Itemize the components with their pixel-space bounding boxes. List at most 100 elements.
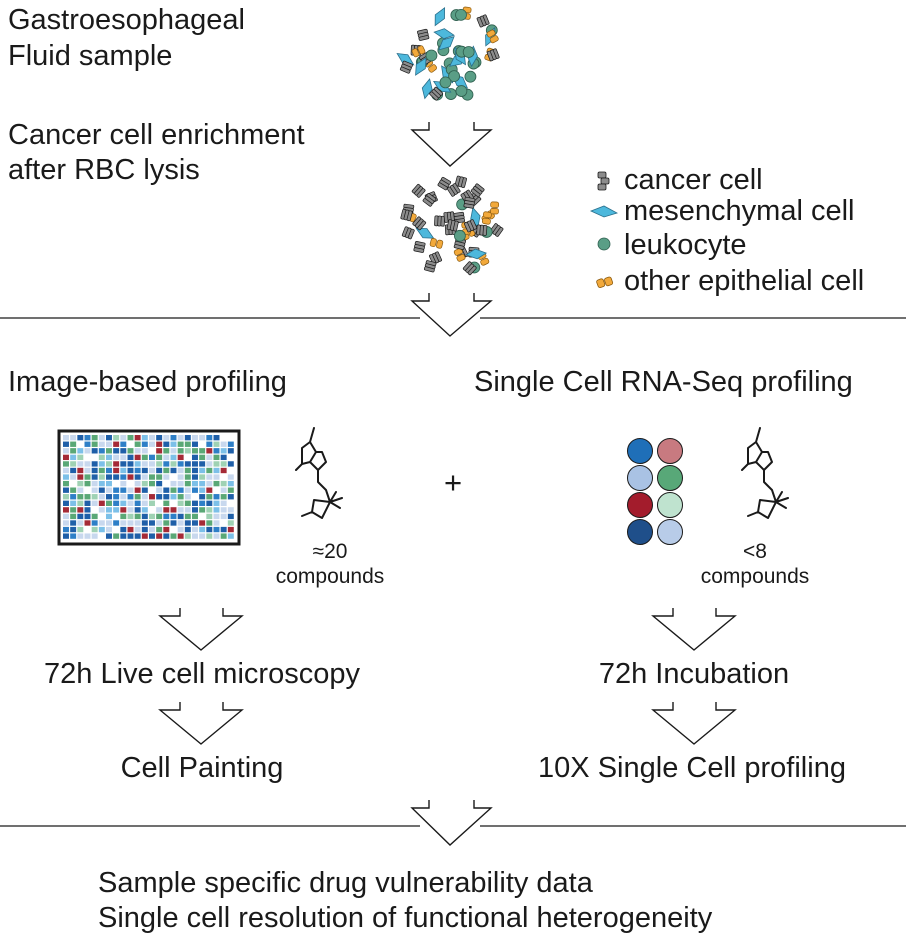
plate-well: [192, 500, 198, 506]
plate-well: [106, 494, 112, 500]
cancer-cell: [429, 86, 444, 101]
plate-well: [84, 435, 91, 441]
rnaseq-profiling-title: Single Cell RNA-Seq profiling: [474, 366, 853, 398]
plate-well: [170, 520, 177, 526]
plate-well: [113, 487, 120, 493]
incubation-label: 72h Incubation: [598, 658, 790, 690]
plate-well: [91, 454, 98, 461]
rnaseq-well: [657, 519, 683, 545]
plate-well: [113, 435, 120, 441]
plate-well: [199, 448, 206, 454]
plate-well: [106, 441, 112, 447]
plate-well: [77, 526, 84, 533]
plate-well: [227, 487, 234, 493]
plate-well: [141, 441, 148, 447]
plate-well: [177, 474, 184, 480]
plate-well: [192, 454, 198, 461]
plate-well: [206, 467, 213, 474]
plate-well: [184, 480, 191, 487]
plate-well: [199, 480, 206, 487]
plate-well: [106, 480, 112, 487]
plate-well: [134, 467, 141, 474]
plate-well: [134, 480, 141, 487]
plate-well: [220, 520, 227, 526]
result-line1: Sample specific drug vulnerability data: [98, 867, 593, 899]
plate-well: [199, 494, 206, 500]
plate-well: [149, 454, 155, 461]
arrow-down-icon: [410, 800, 493, 846]
plate-well: [106, 454, 112, 461]
cancer-cell: [464, 219, 478, 233]
plate-well: [149, 441, 155, 447]
arrow-down-icon: [651, 608, 737, 651]
plate-well: [163, 441, 170, 447]
plate-well: [156, 494, 163, 500]
plate-well: [84, 507, 91, 513]
plate-well: [70, 507, 77, 513]
cancer-cell-icon: [597, 171, 610, 191]
plate-well: [156, 520, 163, 526]
plate-well: [177, 500, 184, 506]
plate-well: [141, 533, 148, 539]
plate-well: [113, 500, 120, 506]
plate-well: [220, 435, 227, 441]
plate-well: [206, 454, 213, 461]
plate-well: [127, 448, 134, 454]
epithelial-cell-icon: [596, 276, 614, 288]
plate-well: [134, 533, 141, 539]
plate-well: [70, 487, 77, 493]
plate-well: [206, 500, 213, 506]
plate-well: [170, 454, 177, 461]
plate-well: [156, 461, 163, 467]
plate-well: [199, 520, 206, 526]
leukocyte-cell: [462, 46, 475, 58]
plate-well: [120, 500, 127, 506]
plate-well: [91, 461, 98, 467]
plate-well: [149, 533, 155, 539]
plate-well: [184, 533, 191, 539]
legend-label-epithelial: other epithelial cell: [624, 265, 865, 297]
plate-well: [177, 467, 184, 474]
plate-well: [184, 461, 191, 467]
plate-well: [70, 494, 77, 500]
plate-well: [227, 500, 234, 506]
plate-well: [70, 474, 77, 480]
plate-well: [177, 454, 184, 461]
plate-well: [91, 507, 98, 513]
plate-well: [127, 480, 134, 487]
plate-well: [220, 487, 227, 493]
plate-well: [141, 435, 148, 441]
plate-well: [170, 533, 177, 539]
plate-well: [206, 441, 213, 447]
plate-well: [163, 533, 170, 539]
epithelial-cell: [453, 248, 466, 262]
plate-well: [84, 467, 91, 474]
plate-well: [206, 533, 213, 539]
plate-well: [206, 494, 213, 500]
plate-well: [184, 494, 191, 500]
plate-well: [163, 520, 170, 526]
leukocyte-cell: [453, 229, 466, 242]
arrow-down-icon: [651, 702, 737, 745]
plate-well: [177, 441, 184, 447]
plate-well: [84, 526, 91, 533]
plate-well: [227, 474, 234, 480]
plate-well: [163, 507, 170, 513]
plate-well: [156, 513, 163, 520]
plate-well: [220, 494, 227, 500]
plate-well: [199, 507, 206, 513]
leukocyte-cell: [464, 70, 477, 83]
plate-well: [199, 533, 206, 539]
plate-well: [170, 507, 177, 513]
plate-well: [120, 474, 127, 480]
plate-well: [199, 474, 206, 480]
leukocyte-icon: [597, 237, 611, 251]
plate-well: [91, 526, 98, 533]
plate-well: [141, 526, 148, 533]
plate-well: [149, 461, 155, 467]
plate-well: [141, 494, 148, 500]
plate-well: [199, 454, 206, 461]
plate-well: [163, 500, 170, 506]
plate-well: [170, 513, 177, 520]
plate-well: [113, 448, 120, 454]
